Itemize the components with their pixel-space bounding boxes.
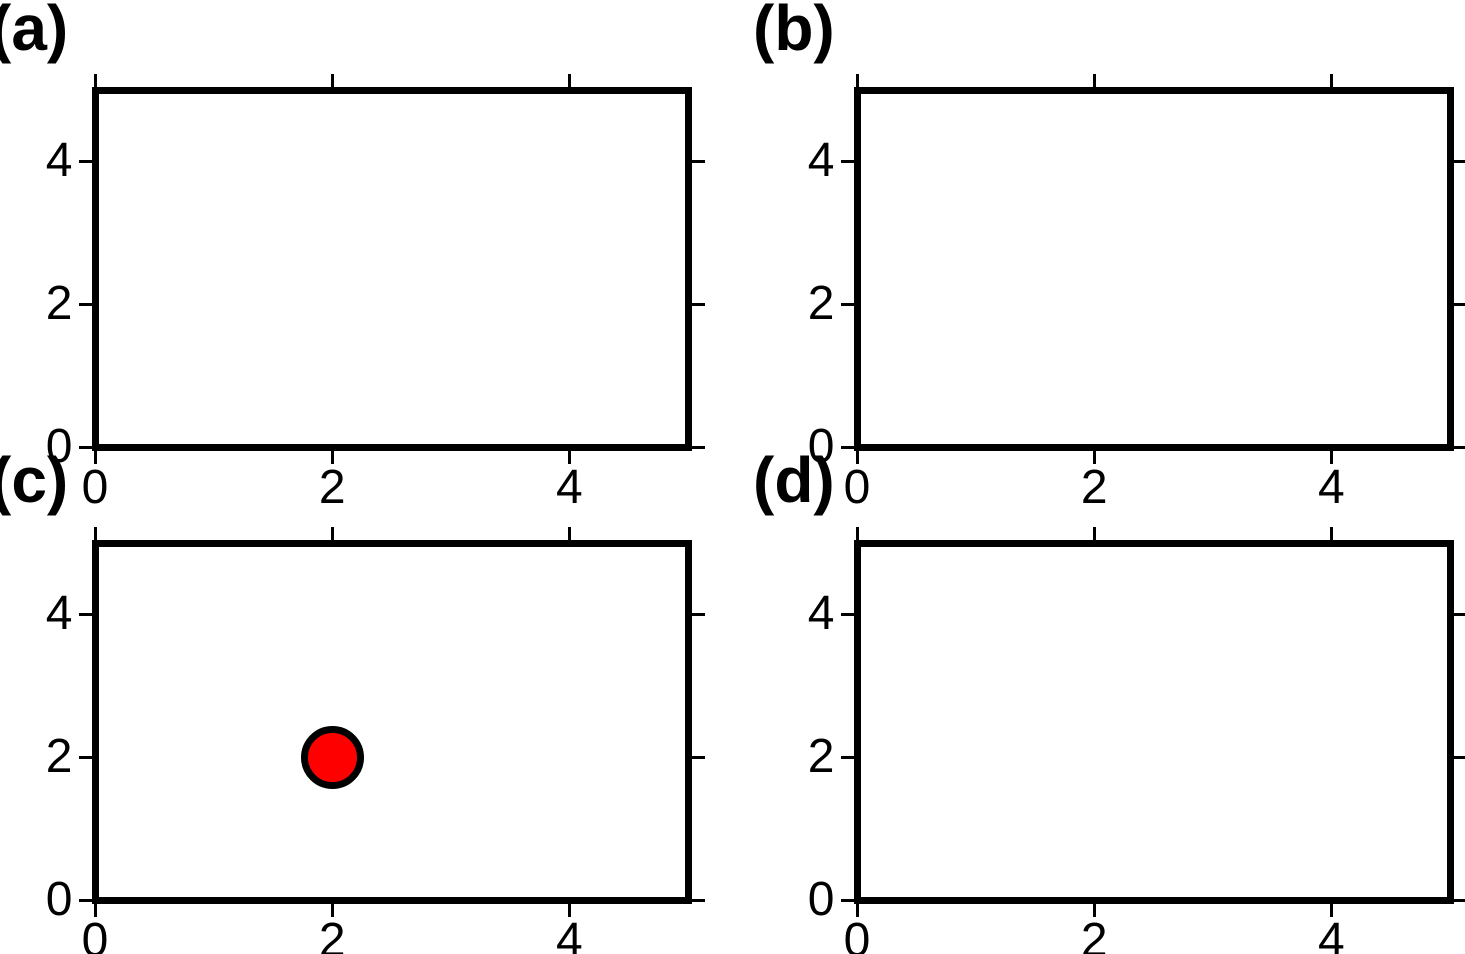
x-tick-label: 4	[556, 460, 583, 514]
x-tick-bottom	[330, 903, 334, 917]
y-tick-left	[840, 755, 854, 759]
y-tick-right	[1453, 612, 1465, 616]
x-tick-top	[93, 526, 97, 540]
x-tick-top	[1329, 526, 1333, 540]
y-tick-left	[840, 159, 854, 163]
y-tick-left	[78, 445, 92, 449]
x-tick-top	[567, 526, 571, 540]
panel-label-c: (c)	[0, 444, 69, 516]
plot-frame	[91, 86, 692, 451]
x-tick-label: 4	[1318, 913, 1345, 954]
y-tick-label: 2	[807, 730, 835, 784]
x-tick-label: 2	[318, 913, 346, 954]
y-tick-right	[1453, 159, 1465, 163]
x-tick-label: 0	[843, 460, 871, 514]
y-tick-right	[691, 302, 705, 306]
x-tick-top	[93, 73, 97, 87]
y-tick-right	[691, 159, 705, 163]
x-tick-label: 0	[81, 460, 109, 514]
y-tick-label: 0	[45, 420, 73, 473]
y-tick-right	[1453, 445, 1465, 449]
y-tick-right	[691, 898, 705, 902]
panel-label-a: (a)	[0, 0, 69, 64]
x-tick-top	[1092, 526, 1096, 540]
y-tick-label: 4	[45, 134, 73, 188]
y-tick-label: 4	[807, 134, 835, 188]
x-tick-bottom	[567, 450, 571, 464]
y-tick-left	[840, 302, 854, 306]
y-tick-right	[691, 445, 705, 449]
x-tick-top	[567, 73, 571, 87]
y-tick-label: 2	[45, 730, 73, 784]
y-tick-right	[1453, 755, 1465, 759]
x-tick-top	[1329, 73, 1333, 87]
x-tick-top	[330, 526, 334, 540]
y-tick-left	[78, 159, 92, 163]
y-tick-right	[1453, 302, 1465, 306]
x-tick-label: 4	[1318, 460, 1345, 514]
y-tick-label: 4	[45, 587, 73, 641]
y-tick-left	[78, 612, 92, 616]
plot-frame	[853, 539, 1454, 904]
plot-frame	[853, 86, 1454, 451]
y-tick-label: 4	[807, 587, 835, 641]
y-tick-left	[840, 898, 854, 902]
x-tick-label: 2	[318, 460, 346, 514]
panel-label-b: (b)	[753, 0, 835, 64]
data-point-marker	[300, 725, 364, 789]
plot-frame	[91, 539, 692, 904]
x-tick-label: 2	[1080, 460, 1108, 514]
x-tick-top	[330, 73, 334, 87]
y-tick-label: 0	[807, 420, 835, 473]
y-tick-right	[1453, 898, 1465, 902]
x-tick-top	[855, 526, 859, 540]
y-tick-left	[78, 302, 92, 306]
y-tick-label: 2	[45, 277, 73, 331]
y-tick-right	[691, 755, 705, 759]
y-tick-left	[78, 898, 92, 902]
x-tick-bottom	[1329, 903, 1333, 917]
x-tick-top	[1092, 73, 1096, 87]
x-tick-bottom	[855, 903, 859, 917]
x-tick-bottom	[1329, 450, 1333, 464]
y-tick-label: 0	[45, 873, 73, 926]
y-tick-label: 0	[807, 873, 835, 926]
x-tick-bottom	[855, 450, 859, 464]
x-tick-label: 0	[81, 913, 109, 954]
y-tick-label: 2	[807, 277, 835, 331]
x-tick-label: 4	[556, 913, 583, 954]
x-tick-bottom	[93, 903, 97, 917]
x-tick-bottom	[1092, 903, 1096, 917]
x-tick-bottom	[567, 903, 571, 917]
panel-label-d: (d)	[753, 444, 835, 516]
y-tick-left	[840, 612, 854, 616]
x-tick-top	[855, 73, 859, 87]
y-tick-left	[840, 445, 854, 449]
x-tick-bottom	[93, 450, 97, 464]
x-tick-label: 0	[843, 913, 871, 954]
x-tick-bottom	[1092, 450, 1096, 464]
x-tick-bottom	[330, 450, 334, 464]
y-tick-left	[78, 755, 92, 759]
x-tick-label: 2	[1080, 913, 1108, 954]
y-tick-right	[691, 612, 705, 616]
